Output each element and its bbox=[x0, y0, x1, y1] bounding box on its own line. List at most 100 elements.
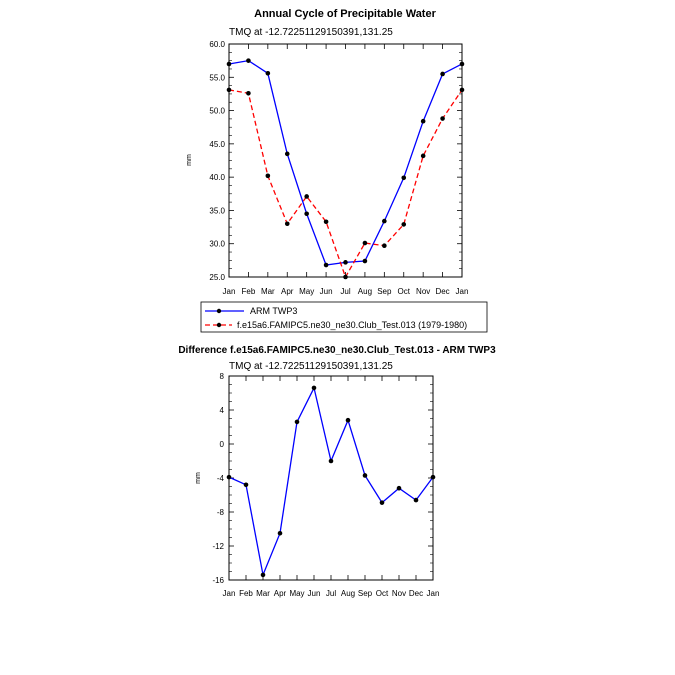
chart2-series-0-point bbox=[243, 482, 249, 488]
chart2-series-0-point bbox=[396, 485, 402, 491]
chart1-ytick-label: 45.0 bbox=[209, 140, 225, 149]
chart-annual-cycle: Annual Cycle of Precipitable Water TMQ a… bbox=[186, 8, 488, 333]
chart1-xtick-label: Mar bbox=[261, 287, 275, 296]
chart1-ticks: Jan Feb Mar Apr May Jun Jul Aug Sep Oct Nov Dec Jan 2… bbox=[209, 40, 468, 296]
chart1-series-0-point bbox=[362, 258, 368, 264]
chart1-title: Annual Cycle of Precipitable Water bbox=[254, 8, 436, 20]
chart1-series-0-point bbox=[265, 70, 271, 76]
chart1-xtick-label: Jun bbox=[320, 287, 333, 296]
chart1-series-1-point bbox=[284, 221, 290, 227]
chart1-ytick-label: 50.0 bbox=[209, 107, 225, 116]
legend-box bbox=[200, 301, 488, 333]
chart2-ylabel: mm bbox=[195, 472, 202, 484]
chart2-xtick-label: Jan bbox=[223, 589, 236, 598]
chart1-xtick-label: Jul bbox=[340, 287, 350, 296]
chart2-ytick-label: -12 bbox=[212, 542, 224, 551]
chart1-xtick-label: May bbox=[299, 287, 314, 296]
chart1-series-1-point bbox=[420, 153, 426, 159]
chart1-xtick-label: Nov bbox=[416, 287, 430, 296]
chart2-series-0-point bbox=[277, 530, 283, 536]
chart2-ytick-label: 4 bbox=[220, 406, 225, 415]
chart2-series-0-point bbox=[328, 458, 334, 464]
chart1-series-1-point bbox=[401, 222, 407, 227]
chart1-subtitle: TMQ at -12.72251129150391,131.25 bbox=[229, 27, 393, 38]
chart2-series-0-point bbox=[379, 500, 385, 505]
chart2-series-0-point bbox=[260, 572, 266, 578]
chart1-series-0-point bbox=[420, 118, 426, 124]
chart2-series-0-point bbox=[413, 497, 419, 503]
chart1-xtick-label: Jan bbox=[223, 287, 236, 296]
chart1-series-0-point bbox=[304, 211, 309, 217]
chart1-series-line-0 bbox=[228, 59, 463, 266]
chart2-series-0-point bbox=[362, 473, 368, 478]
chart1-xtick-label: Jan bbox=[456, 287, 469, 296]
chart1-ytick-label: 60.0 bbox=[209, 40, 225, 49]
legend-label-model: f.e15a6.FAMIPC5.ne30_ne30.Club_Test.013 … bbox=[237, 320, 467, 330]
chart2-ytick-label: -8 bbox=[217, 508, 225, 517]
chart2-ytick-label: 0 bbox=[220, 440, 225, 449]
chart2-series-0-point bbox=[345, 417, 351, 423]
chart2-xtick-label: Feb bbox=[239, 589, 253, 598]
chart2-series-0-point bbox=[226, 474, 232, 480]
chart1-xtick-label: Oct bbox=[398, 287, 411, 296]
chart2-ytick-label: 8 bbox=[220, 372, 225, 381]
chart1-xtick-label: Feb bbox=[242, 287, 256, 296]
chart1-ytick-label: 40.0 bbox=[209, 173, 225, 182]
chart1-series-1-point bbox=[362, 240, 368, 246]
chart2-xtick-label: Dec bbox=[409, 589, 423, 598]
chart2-xtick-label: Jan bbox=[427, 589, 440, 598]
chart1-series-0-point bbox=[401, 175, 407, 181]
chart1-ytick-label: 55.0 bbox=[209, 73, 225, 82]
chart1-series-line-1 bbox=[228, 89, 463, 279]
chart1-series-0-point bbox=[246, 58, 251, 63]
chart1-series-1-point bbox=[459, 87, 465, 93]
chart2-plot-frame bbox=[228, 375, 434, 581]
chart1-series-0-point bbox=[382, 218, 387, 224]
chart1-ytick-label: 25.0 bbox=[209, 273, 225, 282]
chart1-series-1-point bbox=[246, 90, 251, 96]
chart1-series-1-point bbox=[323, 219, 329, 225]
chart1-xtick-label: Aug bbox=[358, 287, 372, 296]
chart1-series-0-point bbox=[440, 71, 445, 77]
chart2-xtick-label: Sep bbox=[358, 589, 373, 598]
chart2-xtick-label: May bbox=[289, 589, 304, 598]
chart1-series-0-point bbox=[284, 151, 290, 157]
chart1-ylabel: mm bbox=[186, 154, 193, 166]
chart1-xtick-label: Sep bbox=[377, 287, 392, 296]
chart1-series-1-point bbox=[382, 243, 387, 249]
chart1-series-1-point bbox=[304, 194, 309, 199]
chart1-series bbox=[226, 58, 465, 280]
chart2-series-0-point bbox=[294, 419, 300, 425]
chart2-ytick-label: -4 bbox=[217, 474, 225, 483]
chart2-series-0-point bbox=[311, 385, 317, 391]
chart2-title: Difference f.e15a6.FAMIPC5.ne30_ne30.Clu… bbox=[178, 345, 496, 356]
chart2-xtick-label: Aug bbox=[341, 589, 355, 598]
chart1-xtick-label: Dec bbox=[435, 287, 449, 296]
chart1-series-1-point bbox=[226, 87, 232, 93]
chart2-ticks: Jan Feb Mar Apr May Jun Jul Aug Sep Oct Nov Dec Jan-… bbox=[212, 372, 439, 598]
chart1-series-0-point bbox=[459, 61, 465, 67]
chart2-xtick-label: Mar bbox=[256, 589, 270, 598]
chart2-series-line-0 bbox=[228, 385, 434, 578]
chart1-series-1-point bbox=[343, 274, 348, 280]
chart2-series bbox=[226, 385, 436, 578]
chart1-series-0-point bbox=[226, 61, 232, 67]
chart1-ytick-label: 30.0 bbox=[209, 240, 225, 249]
chart1-series-1-point bbox=[440, 116, 445, 121]
chart2-xtick-label: Jul bbox=[326, 589, 336, 598]
chart-difference: Difference f.e15a6.FAMIPC5.ne30_ne30.Clu… bbox=[178, 345, 496, 598]
chart1-series-0-point bbox=[343, 260, 348, 265]
chart2-xtick-label: Jun bbox=[308, 589, 321, 598]
chart2-xtick-label: Nov bbox=[392, 589, 406, 598]
legend-label-arm: ARM TWP3 bbox=[250, 306, 297, 316]
chart1-legend: ARM TWP3 f.e15a6.FAMIPC5.ne30_ne30.Club_… bbox=[200, 301, 488, 333]
chart1-series-0-point bbox=[323, 262, 329, 268]
chart2-series-0-point bbox=[430, 474, 436, 480]
chart1-xtick-label: Apr bbox=[281, 287, 294, 296]
chart2-xtick-label: Oct bbox=[376, 589, 389, 598]
legend-marker-model bbox=[216, 322, 222, 328]
chart2-subtitle: TMQ at -12.72251129150391,131.25 bbox=[229, 361, 393, 372]
chart1-series-1-point bbox=[265, 173, 271, 179]
chart2-ytick-label: -16 bbox=[212, 576, 224, 585]
